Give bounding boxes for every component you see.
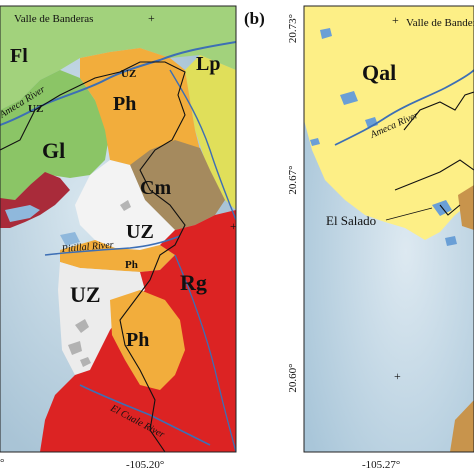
tick-cross-top: +: [148, 11, 155, 25]
lat-top-label: 20.73°: [287, 14, 299, 43]
unit-ph-small-label: Ph: [125, 259, 138, 271]
unit-gl-label: Gl: [42, 138, 65, 163]
panel-b-place-label: Valle de Banderas: [406, 17, 474, 29]
unit-uz-left-label: UZ: [28, 103, 43, 115]
panel-a-place-label: Valle de Banderas: [14, 13, 93, 25]
unit-gl-area: [0, 70, 110, 205]
east-river-line: [169, 69, 236, 221]
unit-fl-label: Fl: [10, 45, 28, 67]
unit-ph-small-area: [60, 240, 175, 272]
panel-b-frame: [303, 5, 474, 453]
el-salado-label: El Salado: [326, 213, 376, 228]
cuale-river-line: [79, 384, 211, 446]
unit-uz-big-label: UZ: [70, 282, 101, 307]
panel-a-frame: [0, 5, 237, 453]
el-salado-leader: [385, 207, 433, 221]
rock-outcrop-bottom: [450, 400, 474, 452]
panel-b-tick-top: +: [392, 13, 399, 27]
unit-lp-label: Lp: [196, 53, 220, 75]
unit-fl-area: [0, 6, 236, 110]
unit-uz-top-label: UZ: [121, 68, 136, 80]
hillshade-marks: [68, 200, 131, 367]
panel-b-boundary-line: [394, 91, 474, 216]
unit-cm-label: Cm: [140, 177, 171, 199]
unit-qal-label: Qal: [362, 60, 396, 85]
panel-b-river-line: [334, 69, 474, 146]
panel-b-letter: (b): [244, 9, 265, 28]
ameca-river-line: [0, 41, 236, 126]
unit-ph-bottom-label: Ph: [126, 329, 149, 351]
tick-cross-right: +: [230, 219, 237, 233]
unit-lp-area: [185, 55, 236, 210]
boundary-line: [0, 61, 186, 452]
panel-b-tick-bottom: +: [394, 369, 401, 383]
unit-qal-area: [304, 6, 474, 240]
unit-ph-bottom-area: [110, 290, 185, 390]
pitillal-river-label: Pitillal River: [60, 239, 114, 255]
lat-bot-label: 20.60°: [287, 363, 299, 392]
panel-a-lon-label: -105.20°: [126, 459, 164, 471]
panel-b-map: + +: [304, 6, 474, 452]
panel-a-map: + +: [0, 6, 237, 452]
pitillal-river-line: [44, 235, 181, 256]
unit-ph-top-label: Ph: [113, 93, 136, 115]
unit-uz-mid-label: UZ: [126, 221, 154, 243]
rock-outcrop-right: [458, 185, 474, 230]
unit-rg-label: Rg: [180, 270, 207, 295]
lagoon-area: [5, 205, 40, 222]
panel-b-lon-label: -105.27°: [362, 459, 400, 471]
panel-a-left-lon-label: °: [0, 457, 4, 469]
south-river-line: [174, 254, 236, 452]
lat-mid-label: 20.67°: [287, 165, 299, 194]
unit-cm-area: [130, 140, 225, 230]
estuary-area: [60, 232, 80, 246]
